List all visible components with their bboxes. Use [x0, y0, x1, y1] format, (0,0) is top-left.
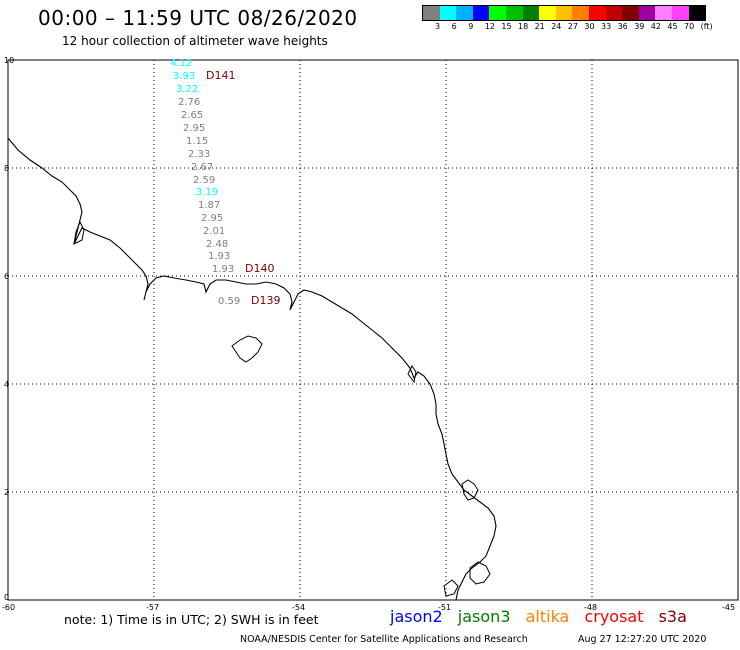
grid-lines: [8, 60, 738, 600]
wave-height-value: 2.33: [188, 149, 210, 160]
lat-label: 4: [4, 380, 9, 389]
color-swatch: [605, 6, 623, 20]
wave-height-value: 1.93: [212, 264, 234, 275]
wave-height-value: 2.01: [203, 226, 225, 237]
wave-height-value: 2.59: [193, 175, 215, 186]
color-swatch: [671, 6, 689, 20]
wave-height-value: 2.65: [181, 110, 203, 121]
color-scale-labels: 3 6 9 12 15 18 21 24 27 30 33 36 39 42 45 70 (ft): [422, 22, 740, 34]
color-scale-label: 15: [501, 22, 512, 31]
lon-label: -54: [292, 603, 305, 612]
color-scale-label: 42: [650, 22, 661, 31]
lon-label: -48: [584, 603, 597, 612]
lon-label: -57: [146, 603, 159, 612]
wave-height-value: 0.59: [218, 296, 240, 307]
wave-height-value: 2.67: [191, 162, 213, 173]
color-scale-label: 36: [617, 22, 628, 31]
wave-height-readings: 4.12 3.93 3.22 2.76 2.65 2.95 1.15 2.33 …: [170, 58, 240, 307]
map-frame: [7, 59, 739, 601]
island: [231, 335, 263, 363]
color-scale-label: 24: [551, 22, 562, 31]
color-scale-label: 70: [684, 22, 695, 31]
lat-label: 6: [4, 272, 9, 281]
island: [461, 479, 479, 501]
generation-timestamp: Aug 27 12:27:20 UTC 2020: [578, 634, 707, 645]
wave-height-value: 2.95: [183, 123, 205, 134]
color-swatch: [522, 6, 540, 20]
color-swatch: [539, 6, 556, 20]
map-title: 00:00 – 11:59 UTC 08/26/2020: [38, 6, 358, 30]
color-swatch: [555, 6, 573, 20]
satellite-jason2: jason2: [390, 607, 443, 626]
color-swatch: [505, 6, 523, 20]
color-swatch: [655, 6, 672, 20]
color-swatch: [588, 6, 606, 20]
wave-height-value: 3.22: [176, 84, 198, 95]
wave-height-value: 3.19: [196, 187, 218, 198]
lat-label: 2: [4, 488, 9, 497]
lat-label: 10: [4, 56, 14, 65]
wave-height-value: 4.12: [170, 58, 192, 69]
lat-label: 0: [4, 593, 9, 602]
map-subtitle: 12 hour collection of altimeter wave hei…: [62, 34, 328, 48]
wave-height-value: 2.48: [206, 239, 228, 250]
island: [443, 579, 459, 597]
color-scale-label: 12: [484, 22, 495, 31]
wave-height-value: 1.87: [198, 200, 220, 211]
color-scale-label: 9: [468, 22, 474, 31]
color-scale-label: 33: [601, 22, 612, 31]
wave-height-value: 3.93: [173, 71, 195, 82]
color-swatch: [622, 6, 639, 20]
color-scale-label: 18: [518, 22, 529, 31]
color-scale-label: 45: [667, 22, 678, 31]
color-swatch: [638, 6, 656, 20]
color-scale-label: 27: [567, 22, 578, 31]
color-scale-label: 39: [634, 22, 645, 31]
lon-label: -51: [438, 603, 451, 612]
island: [469, 561, 491, 585]
color-swatch: [572, 6, 589, 20]
pass-label-d141: D141: [206, 69, 235, 82]
credit-line: NOAA/NESDIS Center for Satellite Applica…: [240, 634, 528, 645]
satellite-altika: altika: [525, 607, 570, 626]
color-swatch: [472, 6, 490, 20]
color-swatch: [423, 6, 440, 20]
color-scale-label: 30: [584, 22, 595, 31]
wave-height-value: 2.95: [201, 213, 223, 224]
wave-height-value: 1.93: [208, 251, 230, 262]
river-mouth: [73, 220, 85, 245]
color-swatch: [688, 6, 706, 20]
color-swatch: [439, 6, 457, 20]
satellite-cryosat: cryosat: [584, 607, 644, 626]
lon-label: -45: [722, 603, 735, 612]
color-scale-label: 21: [534, 22, 545, 31]
color-scale-label: 3: [435, 22, 441, 31]
color-swatch: [456, 6, 473, 20]
color-scale-bar: [422, 5, 707, 21]
color-scale-label: (ft): [700, 22, 713, 31]
river-mouth: [407, 365, 417, 384]
wave-height-value: 2.76: [178, 97, 200, 108]
lat-label: 8: [4, 164, 9, 173]
color-scale-label: 6: [451, 22, 457, 31]
pass-label-d140: D140: [245, 262, 274, 275]
lon-label: -60: [2, 603, 15, 612]
coastline: [7, 137, 497, 601]
color-swatch: [489, 6, 506, 20]
wave-height-value: 1.15: [186, 136, 208, 147]
footnote: note: 1) Time is in UTC; 2) SWH is in fe…: [64, 612, 319, 627]
satellite-jason3: jason3: [457, 607, 511, 626]
satellite-legend: jason2 jason3 altika cryosat s3a: [390, 607, 697, 626]
pass-label-d139: D139: [251, 294, 280, 307]
satellite-s3a: s3a: [658, 607, 687, 626]
